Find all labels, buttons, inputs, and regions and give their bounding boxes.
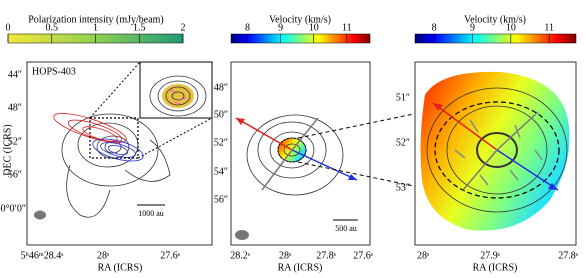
y-tick-label: 48″ [8, 102, 22, 113]
colorbar-tick-label: 10 [309, 22, 319, 33]
x-tick-label: 27.6ˢ [353, 250, 373, 261]
y-tick-label: 52″ [8, 136, 22, 147]
colorbar-tick-label: 1.5 [133, 22, 146, 33]
y-tick-label: 54″ [214, 166, 228, 177]
colorbar-title: Polarization intensity (mJy/beam) [28, 14, 164, 25]
y-tick-label: 53″ [396, 182, 410, 193]
colorbar-tick-label: 9 [278, 22, 283, 33]
x-tick-label: 28ˢ [97, 250, 109, 261]
colorbar [230, 33, 371, 44]
x-axis-label: RA (ICRS) [278, 262, 323, 273]
colorbar-tick-label: 0 [6, 22, 11, 33]
scale-bar-label: 1000 au [138, 209, 164, 218]
x-tick-label: 28ˢ [279, 250, 291, 261]
x-axis-label: RA (ICRS) [473, 262, 518, 273]
x-tick-label: 27.9ˢ [480, 250, 500, 261]
x-tick-label: 28ˢ [417, 250, 429, 261]
y-tick-label: 52″ [396, 137, 410, 148]
colorbar-tick-label: 0.5 [46, 22, 59, 33]
colorbar-tick-label: 8 [245, 22, 250, 33]
x-tick-label: 28.2ˢ [230, 250, 250, 261]
panel-3: 51″ 52″ 53″ 28ˢ 27.9ˢ 27.8ˢ RA (ICRS) [396, 61, 578, 273]
scale-bar-label: 500 au [335, 224, 357, 233]
colorbar-tick-label: 2 [181, 22, 186, 33]
colorbar-tick-label: 10 [506, 22, 516, 33]
y-axis-label: DEC (ICRS) [2, 124, 13, 175]
x-tick-label: 27.8ˢ [316, 250, 336, 261]
y-tick-label: 51″ [396, 92, 410, 103]
x-tick-label: 27.6ˢ [160, 250, 180, 261]
y-tick-label: 52″ [214, 137, 228, 148]
colorbar-tick-label: 8 [432, 22, 437, 33]
y-tick-label: 56″ [214, 194, 228, 205]
colorbar-tick-label: 9 [470, 22, 475, 33]
colorbar-tick-label: 11 [342, 22, 352, 33]
y-tick-label: 56″ [8, 169, 22, 180]
y-tick-label: 44″ [8, 69, 22, 80]
y-tick-label: 48″ [214, 82, 228, 93]
x-tick-label: 27.8ˢ [558, 250, 578, 261]
panel-2: 500 au 48″ 50″ 52″ 54″ 56″ 28.2ˢ 28ˢ 27.… [214, 61, 373, 273]
source-label: HOPS-403 [32, 66, 76, 77]
x-tick-label: 5ʰ46ᵐ28.4ˢ [21, 250, 64, 261]
colorbar-tick-label: 1 [93, 22, 98, 33]
x-axis-label: RA (ICRS) [98, 262, 143, 273]
colorbar-title: Velocity (km/s) [464, 14, 526, 25]
colorbar-tick-label: 11 [544, 22, 554, 33]
panel-1: 1000 au HOPS-403 44″ 48″ 52″ 56″ -0°0′0″… [0, 61, 213, 273]
y-tick-label: -0°0′0″ [0, 203, 26, 214]
y-tick-label: 50″ [214, 109, 228, 120]
colorbar [414, 33, 577, 44]
colorbar-title: Velocity (km/s) [269, 14, 331, 25]
